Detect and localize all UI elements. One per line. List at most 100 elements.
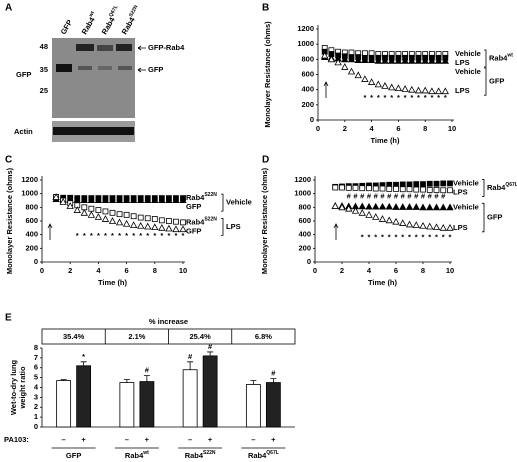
data-point <box>352 184 359 191</box>
increase-label: 6.8% <box>255 332 272 341</box>
significance-mark: * <box>368 232 371 241</box>
lane-label-base: Rab4 <box>80 15 97 36</box>
y-tick-label: 0 <box>307 257 311 266</box>
data-point <box>408 57 416 64</box>
significance-mark: * <box>381 232 384 241</box>
data-point <box>358 208 366 216</box>
data-point <box>441 87 449 95</box>
data-point <box>144 215 151 222</box>
data-point <box>439 203 447 211</box>
data-point <box>413 181 420 188</box>
data-point <box>394 84 403 92</box>
panel-letter: C <box>5 155 12 166</box>
data-point <box>95 207 102 213</box>
bar <box>56 380 72 428</box>
data-point <box>144 222 152 230</box>
significance-mark: # <box>394 191 399 200</box>
x-category-label-sup: S22N <box>203 450 216 456</box>
data-point <box>334 58 342 66</box>
significance-mark: # <box>401 191 406 200</box>
data-point <box>347 67 356 75</box>
group-label-base: LPS <box>226 222 241 231</box>
significance-mark: * <box>146 231 149 240</box>
data-point <box>165 218 172 224</box>
significance-mark: * <box>118 231 121 240</box>
panel-letter: A <box>5 3 12 14</box>
x-category-label-sup: wt <box>142 450 149 456</box>
group-label-base: GFP <box>489 77 504 86</box>
bar <box>76 365 92 428</box>
data-point <box>378 215 387 222</box>
significance-mark: * <box>182 231 185 240</box>
band <box>76 44 94 51</box>
data-point <box>414 57 423 64</box>
data-point <box>122 196 131 204</box>
bar <box>202 355 218 428</box>
x-tick-label: 6 <box>125 266 129 275</box>
lane-label-base: GFP <box>59 18 75 36</box>
significance-mark: * <box>160 231 163 240</box>
significance-mark: * <box>395 232 398 241</box>
band <box>98 66 112 70</box>
increase-label: 2.1% <box>128 332 145 341</box>
data-point <box>116 211 123 218</box>
data-point <box>405 220 414 228</box>
series-label: LPS <box>455 58 470 67</box>
data-point <box>87 196 96 204</box>
x-tick-label: 2 <box>340 266 344 275</box>
series-label-sup: S22N <box>204 217 217 223</box>
data-point <box>401 85 409 92</box>
data-point <box>332 184 339 191</box>
y-tick-label: 1000 <box>21 189 38 198</box>
data-point <box>172 225 180 233</box>
treatment-tick: – <box>125 435 129 444</box>
data-point <box>338 203 346 211</box>
data-point <box>341 55 349 63</box>
data-point <box>420 181 426 188</box>
y-tick-label: 8 <box>34 343 38 352</box>
x-tick-label: 8 <box>423 124 427 133</box>
data-point <box>372 213 380 220</box>
y-tick-label: 0 <box>310 115 314 124</box>
significance-mark: * <box>174 231 177 240</box>
significance-mark: # <box>360 191 365 200</box>
data-point <box>439 223 447 231</box>
x-axis-label: Time (h) <box>98 278 128 287</box>
data-point <box>366 185 372 192</box>
data-point <box>180 219 186 226</box>
band-label: GFP-Rab4 <box>148 43 185 52</box>
y-tick-label: 7 <box>34 353 38 362</box>
data-point <box>129 221 138 229</box>
series-label-sup: S22N <box>204 192 217 198</box>
treatment-label: PA103: <box>4 435 29 444</box>
data-point <box>367 56 376 63</box>
data-point <box>345 184 352 191</box>
significance-mark: * <box>401 232 404 241</box>
treatment-arrow <box>323 81 329 98</box>
significance-mark: * <box>444 93 447 102</box>
data-point <box>108 196 117 204</box>
error-bar <box>60 379 67 381</box>
group-label-sup: wt <box>506 53 513 59</box>
bar <box>139 381 155 428</box>
y-tick-label: 4 <box>34 382 39 391</box>
data-point <box>440 187 447 194</box>
significance-mark: # <box>271 369 276 378</box>
data-point <box>421 86 429 94</box>
significance-mark: # <box>414 191 419 200</box>
x-tick-label: 10 <box>446 266 454 275</box>
significance-mark: # <box>421 191 426 200</box>
treatment-tick: – <box>62 435 66 444</box>
data-point <box>399 203 407 210</box>
lane-label-sup: wt <box>88 10 97 19</box>
data-point <box>414 86 423 94</box>
panel-letter: D <box>262 155 269 166</box>
data-point <box>372 185 379 192</box>
data-point <box>331 202 339 209</box>
significance-mark: * <box>390 93 393 102</box>
data-point <box>426 187 433 193</box>
data-point <box>321 51 329 59</box>
significance-mark: * <box>374 232 377 241</box>
data-point <box>179 225 187 233</box>
data-point <box>421 57 429 64</box>
